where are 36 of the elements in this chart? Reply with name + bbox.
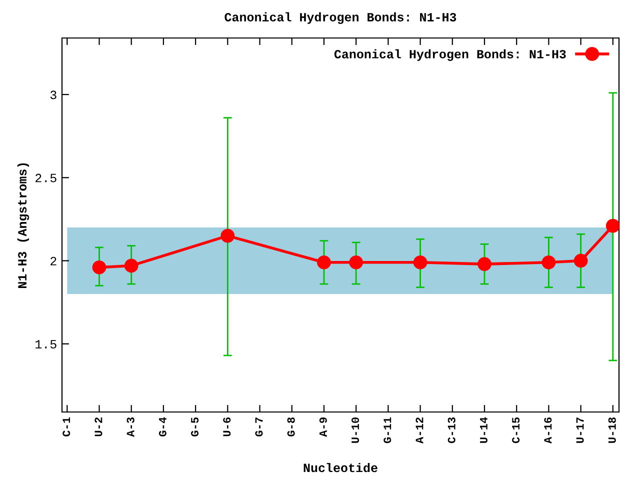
point (317, 255, 331, 270)
point (349, 255, 364, 270)
x-tick-label: G-4 (158, 417, 166, 436)
point (124, 258, 138, 273)
y-tick-label: 2 (50, 256, 56, 266)
y-tick-label: 1.5 (36, 340, 56, 348)
point (574, 254, 588, 268)
y-tick-label: 3 (50, 90, 56, 100)
x-axis-title: Nucleotide (304, 462, 378, 472)
chart-title: Canonical Hydrogen Bonds: N1-H3 (224, 12, 456, 24)
y-tick-label: 2.5 (36, 174, 56, 182)
x-tick-label: G-5 (190, 417, 199, 436)
y-axis-title: N1-H3 (Angstroms) (17, 163, 30, 288)
x-tick-label: A-16 (544, 417, 552, 444)
x-tick-label: U-2 (94, 418, 102, 436)
x-tick-label: G-7 (255, 418, 263, 436)
point (413, 255, 428, 270)
x-tick-label: A-9 (319, 418, 327, 437)
point (478, 257, 492, 272)
x-tick-label: U-10 (352, 418, 360, 443)
point (220, 228, 235, 243)
x-tick-label: A-3 (126, 417, 134, 437)
x-tick-label: U-18 (608, 417, 616, 443)
x-tick-label: U-6 (223, 417, 231, 436)
x-tick-label: C-15 (512, 417, 520, 444)
x-tick-label: C-1 (62, 417, 70, 436)
point (606, 218, 619, 233)
x-tick-label: G-8 (287, 417, 295, 436)
x-tick-label: G-11 (384, 417, 392, 444)
x-tick-label: C-13 (448, 417, 456, 444)
point (92, 260, 106, 274)
point (542, 255, 556, 270)
legend-label: Canonical Hydrogen Bonds: N1-H3 (334, 49, 566, 61)
x-tick-label: A-12 (416, 418, 424, 444)
x-tick-label: U-17 (576, 418, 584, 443)
x-tick-label: U-14 (480, 417, 488, 443)
